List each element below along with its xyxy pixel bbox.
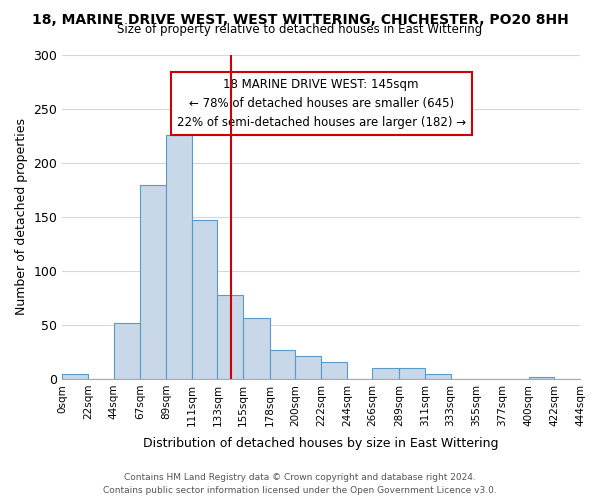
- Bar: [373, 368, 399, 379]
- Y-axis label: Number of detached properties: Number of detached properties: [15, 118, 28, 316]
- Bar: [113, 323, 140, 379]
- Text: Contains HM Land Registry data © Crown copyright and database right 2024.
Contai: Contains HM Land Registry data © Crown c…: [103, 474, 497, 495]
- Text: 18, MARINE DRIVE WEST, WEST WITTERING, CHICHESTER, PO20 8HH: 18, MARINE DRIVE WEST, WEST WITTERING, C…: [32, 12, 568, 26]
- Bar: [166, 135, 192, 379]
- Text: Size of property relative to detached houses in East Wittering: Size of property relative to detached ho…: [118, 22, 482, 36]
- Bar: [529, 376, 554, 379]
- Bar: [140, 184, 166, 379]
- Bar: [321, 362, 347, 379]
- Bar: [62, 374, 88, 379]
- Bar: [399, 368, 425, 379]
- Bar: [243, 318, 270, 379]
- Bar: [425, 374, 451, 379]
- Bar: [192, 220, 217, 379]
- Bar: [295, 356, 321, 379]
- Bar: [217, 294, 243, 379]
- Text: 18 MARINE DRIVE WEST: 145sqm
← 78% of detached houses are smaller (645)
22% of s: 18 MARINE DRIVE WEST: 145sqm ← 78% of de…: [176, 78, 466, 128]
- X-axis label: Distribution of detached houses by size in East Wittering: Distribution of detached houses by size …: [143, 437, 499, 450]
- Bar: [270, 350, 295, 379]
